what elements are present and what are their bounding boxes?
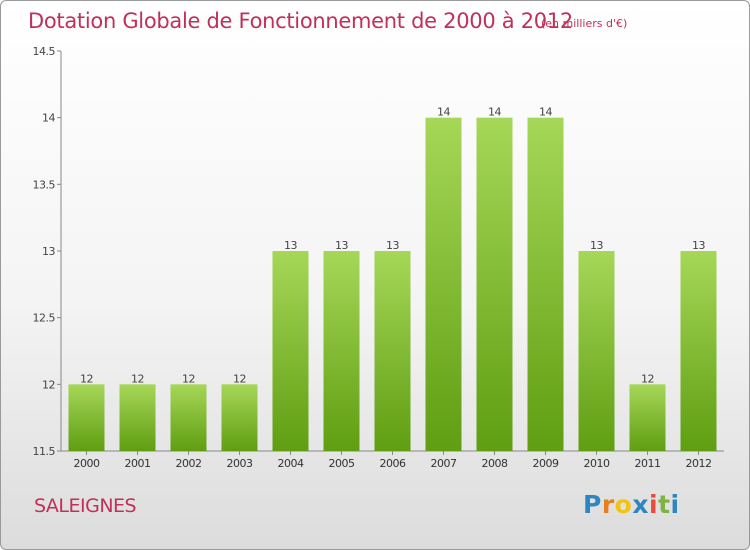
data-label: 13 (284, 239, 297, 252)
logo-letter: i (649, 490, 659, 519)
y-tick-label: 11.5 (33, 445, 56, 458)
x-tick-label: 2001 (125, 457, 151, 470)
data-label: 12 (182, 372, 195, 385)
data-label: 14 (539, 106, 552, 119)
data-label: 13 (335, 239, 348, 252)
logo-letter: r (601, 490, 615, 519)
y-tick-label: 14 (42, 112, 55, 125)
proxiti-logo[interactable]: Proxiti (583, 490, 680, 519)
data-label: 13 (386, 239, 399, 252)
data-label: 12 (641, 372, 654, 385)
x-tick-label: 2011 (635, 457, 661, 470)
x-tick-label: 2007 (431, 457, 457, 470)
bar (68, 384, 105, 451)
x-tick-label: 2000 (74, 457, 100, 470)
bar (170, 384, 207, 451)
data-label: 14 (488, 106, 501, 119)
x-tick-label: 2008 (482, 457, 508, 470)
x-tick-label: 2009 (533, 457, 559, 470)
bar (221, 384, 258, 451)
bar (527, 117, 564, 452)
data-label: 13 (692, 239, 705, 252)
commune-name: SALEIGNES (34, 495, 137, 517)
chart-subtitle: (en milliers d'€) (541, 17, 628, 30)
bar (272, 251, 309, 451)
x-tick-label: 2012 (686, 457, 712, 470)
y-tick-label: 13 (42, 245, 55, 258)
y-tick-label: 12 (42, 378, 55, 391)
logo-letter: x (632, 490, 649, 519)
logo-letter: o (614, 490, 633, 519)
bar (323, 251, 360, 451)
bar (629, 384, 666, 451)
data-label: 13 (590, 239, 603, 252)
x-tick-label: 2002 (176, 457, 202, 470)
bar (578, 251, 615, 451)
bar (680, 251, 717, 451)
x-tick-label: 2005 (329, 457, 355, 470)
bar (119, 384, 156, 451)
x-tick-label: 2003 (227, 457, 253, 470)
logo-letter: i (670, 490, 680, 519)
data-label: 14 (437, 106, 450, 119)
y-tick-label: 13.5 (33, 178, 56, 191)
data-label: 12 (131, 372, 144, 385)
x-tick-label: 2004 (278, 457, 304, 470)
bar (476, 117, 513, 452)
bar (425, 117, 462, 452)
x-tick-label: 2006 (380, 457, 406, 470)
y-tick-label: 12.5 (33, 312, 56, 325)
logo-letter: P (583, 490, 602, 519)
chart-title: Dotation Globale de Fonctionnement de 20… (28, 9, 573, 33)
data-label: 12 (233, 372, 246, 385)
logo-letter: t (658, 490, 671, 519)
data-label: 12 (80, 372, 93, 385)
y-tick-label: 14.5 (33, 45, 56, 58)
x-tick-label: 2010 (584, 457, 610, 470)
bar (374, 251, 411, 451)
